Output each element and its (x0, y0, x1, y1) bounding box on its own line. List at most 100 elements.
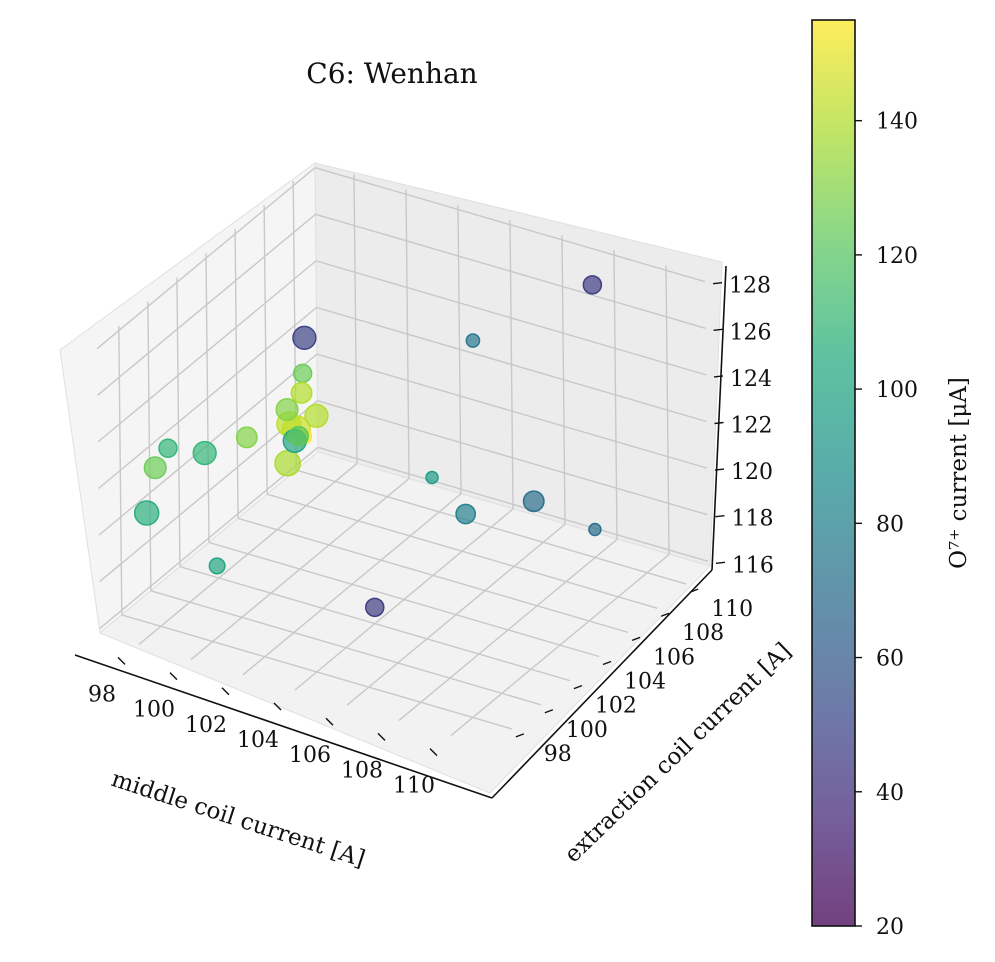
x-axis-line (74, 654, 493, 799)
scatter-point (143, 456, 167, 480)
z-tick-label: 120 (731, 460, 773, 485)
tick-marks: 9810010210410610811098100102104106108110… (88, 274, 774, 799)
y-tick-mark (544, 709, 554, 714)
z-tick-mark (713, 328, 723, 331)
z-tick-mark (715, 561, 726, 565)
scatter-point (304, 403, 329, 428)
scatter-point (192, 440, 217, 466)
scatter-point (133, 500, 160, 526)
grid-line (99, 446, 319, 629)
y-axis-line (491, 569, 713, 799)
scatter-point (365, 597, 385, 618)
grid-line (97, 260, 317, 443)
colorbar-gradient (812, 20, 855, 926)
z-tick-label: 124 (730, 367, 772, 392)
z-tick-mark (714, 421, 724, 425)
z-tick-mark (713, 375, 724, 378)
y-tick-mark (602, 660, 612, 666)
grid-line (317, 400, 708, 516)
pane-floor (99, 451, 711, 794)
y-tick-mark (689, 588, 699, 593)
y-tick-label: 98 (544, 742, 572, 767)
y-tick-mark (515, 733, 525, 738)
x-axis-label: middle coil current [A] (108, 766, 368, 873)
grid-line (237, 517, 629, 634)
x-tick-label: 110 (393, 774, 435, 799)
scatter-point (208, 557, 226, 575)
grid-line (315, 260, 707, 376)
colorbar-tick-label: 20 (876, 915, 904, 940)
axes-panes (59, 162, 723, 794)
scatter-points (133, 275, 603, 618)
y-tick-label: 108 (682, 621, 724, 646)
grid-line (96, 167, 316, 350)
scatter-point (275, 398, 299, 422)
grid-line (121, 614, 512, 730)
colorbar-tick-label: 80 (876, 512, 904, 537)
x-tick-label: 108 (341, 758, 383, 783)
y-tick-label: 106 (653, 645, 695, 670)
x-tick-mark (325, 717, 334, 726)
scatter-point (588, 522, 602, 537)
scatter-point (235, 426, 258, 449)
z-tick-label: 126 (730, 320, 772, 345)
colorbar-tick-label: 40 (876, 781, 904, 806)
colorbar-tick-label: 60 (876, 647, 904, 672)
grid-line (315, 213, 706, 329)
grid-line (266, 493, 658, 609)
colorbar-ticks: 20 40 60 80 100 120 140 (855, 110, 918, 940)
scatter-point (425, 470, 439, 485)
colorbar-frame (811, 19, 856, 927)
z-tick-label: 122 (731, 414, 773, 439)
y-tick-mark (660, 612, 670, 617)
scatter-point (274, 449, 301, 477)
colorbar: 20 40 60 80 100 120 140 O⁷⁺ current [μA] (811, 19, 972, 940)
colorbar-tick-label: 120 (876, 244, 918, 269)
x-tick-label: 102 (185, 713, 227, 738)
grid-line (208, 541, 600, 658)
grid-line (316, 353, 708, 469)
x-tick-mark (377, 732, 386, 741)
z-tick-mark (715, 515, 725, 518)
grid-line (97, 213, 316, 396)
z-tick-label: 118 (731, 507, 773, 532)
z-tick-label: 128 (729, 274, 771, 299)
z-tick-label: 116 (732, 553, 774, 578)
x-tick-mark (169, 672, 178, 681)
x-tick-mark (117, 656, 126, 665)
x-tick-mark (429, 748, 438, 757)
z-axis-line (711, 265, 727, 571)
y-tick-mark (631, 636, 641, 642)
scatter-point (455, 503, 477, 525)
grid-line (150, 590, 542, 706)
grid-line (296, 469, 687, 585)
x-tick-mark (273, 702, 282, 711)
colorbar-tick-label: 140 (876, 110, 918, 135)
colorbar-label: O⁷⁺ current [μA] (946, 377, 972, 569)
y-tick-label: 104 (624, 670, 666, 695)
grid-line (314, 166, 706, 283)
scatter-point (292, 325, 317, 350)
x-tick-label: 106 (289, 743, 331, 768)
y-tick-mark (573, 684, 583, 690)
scatter-point (582, 275, 603, 295)
grid-line (317, 446, 709, 563)
grid-line (316, 306, 707, 423)
colorbar-tick-label: 100 (876, 378, 918, 403)
scatter-point (465, 333, 481, 348)
y-tick-label: 110 (711, 597, 753, 622)
x-tick-label: 100 (133, 698, 175, 723)
x-tick-label: 104 (237, 728, 279, 753)
axis-lines (74, 265, 727, 799)
chart-title: C6: Wenhan (306, 57, 477, 90)
grid-line (179, 565, 571, 682)
scatter-point (522, 490, 545, 513)
scatter-point (288, 425, 309, 447)
z-tick-mark (712, 281, 723, 285)
scatter-point (292, 363, 313, 384)
grid-line (98, 306, 317, 490)
x-tick-mark (221, 687, 230, 696)
y-tick-label: 100 (566, 718, 608, 743)
y-tick-label: 102 (595, 694, 637, 719)
